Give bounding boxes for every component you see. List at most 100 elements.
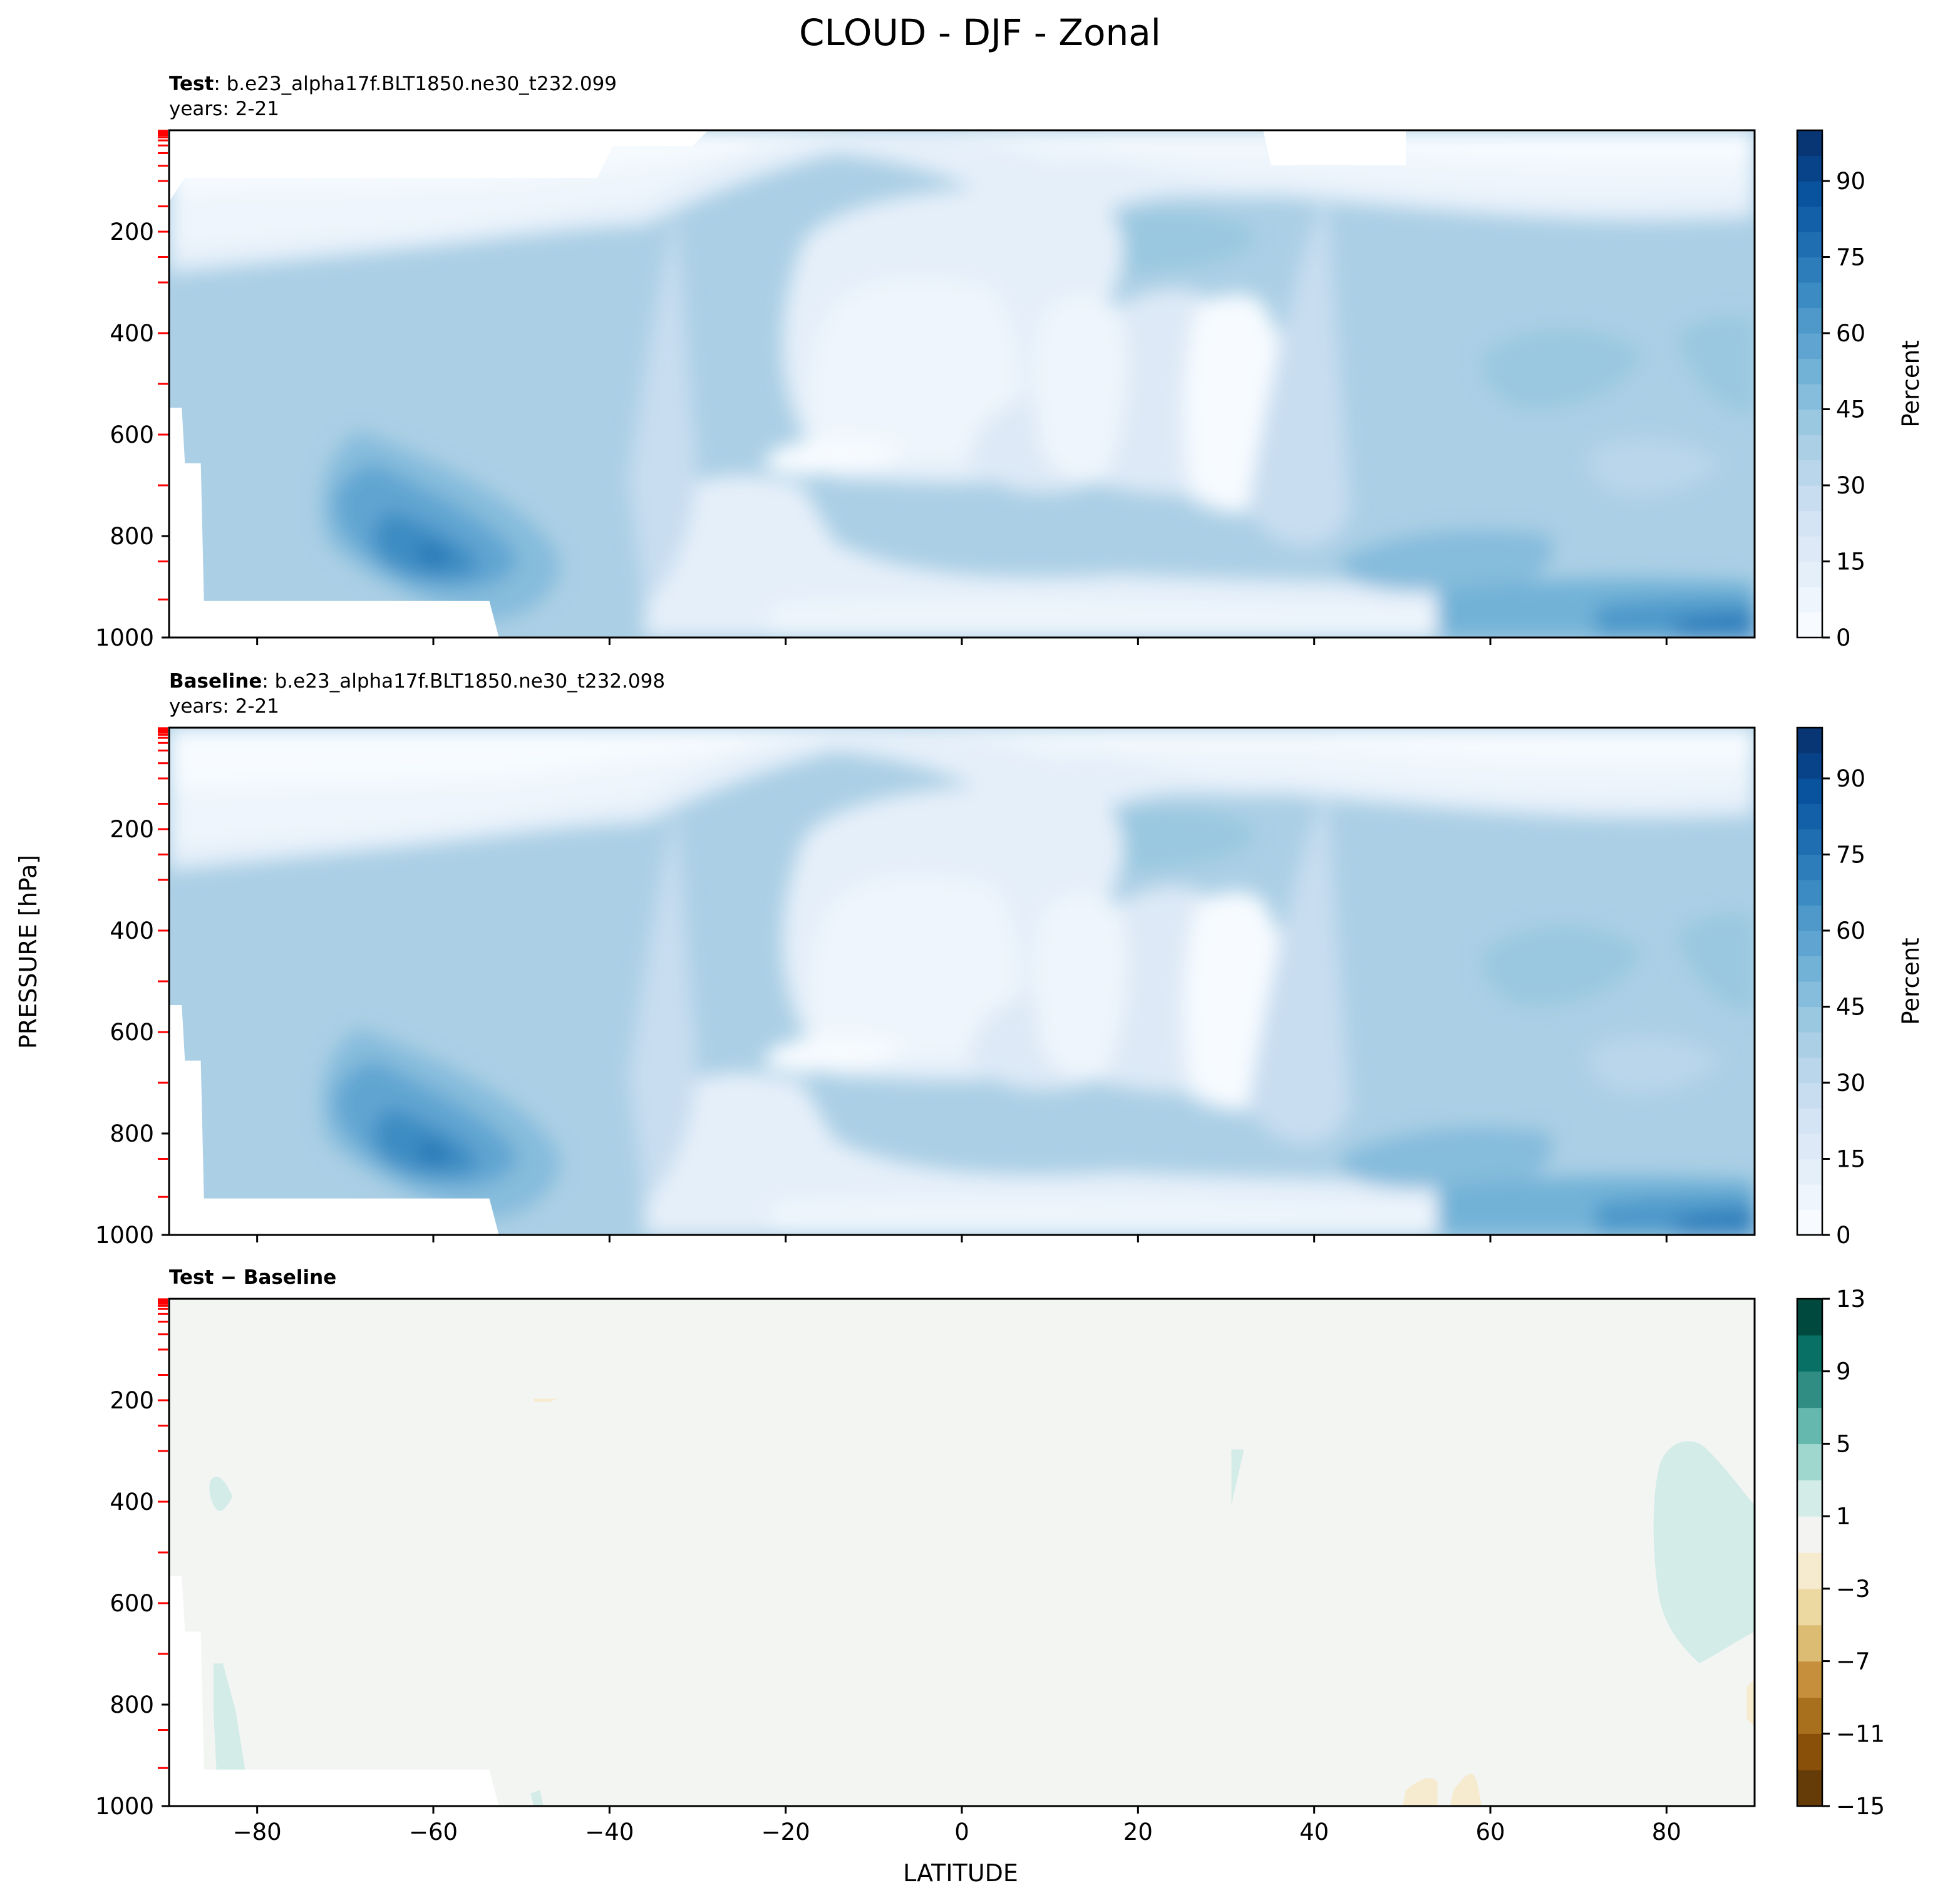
x-tick-label: −80 <box>233 1819 282 1846</box>
y-tick-label: 1000 <box>95 624 154 651</box>
colorbar-tick-label: 30 <box>1836 472 1865 499</box>
panel-test-header: Test: b.e23_alpha17f.BLT1850.ne30_t232.0… <box>169 73 617 95</box>
colorbar-bin <box>1797 1552 1822 1589</box>
colorbar-bin <box>1797 232 1822 258</box>
colorbar-bin <box>1797 1624 1822 1662</box>
y-tick-label: 800 <box>110 523 154 550</box>
colorbar-bin <box>1797 728 1822 754</box>
colorbar-tick-label: −15 <box>1836 1793 1885 1820</box>
colorbar-bin <box>1797 931 1822 957</box>
y-tick-label: 600 <box>110 421 154 448</box>
colorbar-bin <box>1797 1108 1822 1134</box>
colorbar-bin <box>1797 206 1822 232</box>
colorbar-bin <box>1797 282 1822 309</box>
colorbar-bin <box>1797 880 1822 906</box>
colorbar-label: Percent <box>1897 937 1924 1025</box>
colorbar-tick-label: 13 <box>1836 1286 1865 1313</box>
colorbar-bin <box>1797 1083 1822 1109</box>
x-tick-label: 60 <box>1475 1819 1505 1846</box>
colorbar-tick-label: 60 <box>1836 320 1865 347</box>
colorbar-bin <box>1797 854 1822 880</box>
colorbar-bin <box>1797 307 1822 334</box>
colorbar-bin <box>1797 1159 1822 1185</box>
colorbar-bin <box>1797 1299 1822 1336</box>
colorbar-bin <box>1797 384 1822 410</box>
x-axis-labels: −80 −60 −40 −20 0 20 40 60 80 <box>233 1819 1681 1846</box>
colorbar-bin <box>1797 257 1822 283</box>
y-tick-label: 600 <box>110 1590 154 1617</box>
colorbar-tick-label: −3 <box>1836 1576 1870 1603</box>
panel-test-case: : b.e23_alpha17f.BLT1850.ne30_t232.099 <box>214 73 617 95</box>
colorbar-bin <box>1797 612 1822 638</box>
colorbar-tick-label: 30 <box>1836 1070 1865 1097</box>
y-tick-label: 400 <box>110 1489 154 1515</box>
colorbar-bin <box>1797 587 1822 613</box>
colorbar-bin <box>1797 485 1822 512</box>
colorbar-bin <box>1797 1407 1822 1445</box>
colorbar-tick-label: 5 <box>1836 1430 1851 1457</box>
colorbar-frame <box>1796 129 1823 639</box>
colorbar-tick-label: 90 <box>1836 168 1865 195</box>
x-tick-label: −60 <box>409 1819 458 1846</box>
x-tick-label: 80 <box>1652 1819 1681 1846</box>
colorbar-bin <box>1797 1335 1822 1372</box>
y-tick-label: 1000 <box>95 1793 154 1820</box>
colorbar-bin <box>1797 536 1822 562</box>
panel-baseline-colorbar: 0 15 30 45 60 75 90 Percent <box>1796 726 1924 1249</box>
y-tick-label: 600 <box>110 1019 154 1046</box>
y-tick-label: 200 <box>110 219 154 245</box>
colorbar-frame <box>1796 1298 1823 1807</box>
colorbar-tick-label: 45 <box>1836 994 1865 1021</box>
colorbar-bin <box>1797 130 1822 157</box>
x-tick-label: −20 <box>761 1819 810 1846</box>
colorbar-tick-label: 90 <box>1836 765 1865 792</box>
colorbar-bin <box>1797 460 1822 486</box>
x-tick-label: 0 <box>954 1819 969 1846</box>
colorbar-bin <box>1797 1770 1822 1807</box>
x-tick-label: 40 <box>1299 1819 1329 1846</box>
colorbar-bin <box>1797 409 1822 435</box>
colorbar-bin <box>1797 181 1822 207</box>
colorbar-bin <box>1797 510 1822 537</box>
panel-baseline-field <box>168 726 1756 1236</box>
panel-difference-colorbar: −15 −11 −7 −3 1 5 9 13 <box>1796 1286 1885 1820</box>
colorbar-tick-label: 60 <box>1836 917 1865 944</box>
colorbar-tick-label: 1 <box>1836 1503 1851 1530</box>
colorbar-bin <box>1797 1006 1822 1033</box>
y-tick-label: 200 <box>110 816 154 843</box>
colorbar-tick-label: 9 <box>1836 1358 1851 1385</box>
colorbar-bin <box>1797 778 1822 805</box>
colorbar-bin <box>1797 1443 1822 1480</box>
panel-test-label: Test <box>169 73 214 95</box>
colorbar-bin <box>1797 333 1822 359</box>
colorbar-bin <box>1797 1133 1822 1160</box>
colorbar-bin <box>1797 905 1822 931</box>
y-tick-label: 400 <box>110 917 154 944</box>
colorbar-tick-label: 15 <box>1836 1146 1865 1173</box>
panel-baseline-label: Baseline <box>169 670 262 693</box>
panel-difference-field <box>168 1298 1756 1807</box>
x-tick-label: −40 <box>585 1819 634 1846</box>
y-tick-label: 1000 <box>95 1222 154 1249</box>
colorbar-bin <box>1797 155 1822 182</box>
colorbar-tick-label: −11 <box>1836 1720 1885 1747</box>
colorbar-tick-label: 0 <box>1836 624 1851 651</box>
figure-title: CLOUD - DJF - Zonal <box>799 11 1161 54</box>
colorbar-bin <box>1797 1733 1822 1770</box>
colorbar-bin <box>1797 1371 1822 1408</box>
colorbar-bin <box>1797 829 1822 855</box>
colorbar-bin <box>1797 1516 1822 1553</box>
colorbar-label: Percent <box>1897 340 1924 427</box>
colorbar-tick-label: 45 <box>1836 396 1865 423</box>
panel-baseline-header: Baseline: b.e23_alpha17f.BLT1850.ne30_t2… <box>169 670 665 693</box>
colorbar-bin <box>1797 1588 1822 1626</box>
colorbar-tick-label: 15 <box>1836 549 1865 576</box>
colorbar-tick-label: −7 <box>1836 1648 1870 1675</box>
y-tick-label: 200 <box>110 1387 154 1414</box>
colorbar-bin <box>1797 981 1822 1008</box>
panel-baseline-years: years: 2-21 <box>169 695 279 718</box>
shared-ylabel: PRESSURE [hPa] <box>14 855 42 1049</box>
colorbar-bin <box>1797 1209 1822 1236</box>
colorbar-tick-label: 75 <box>1836 244 1865 271</box>
